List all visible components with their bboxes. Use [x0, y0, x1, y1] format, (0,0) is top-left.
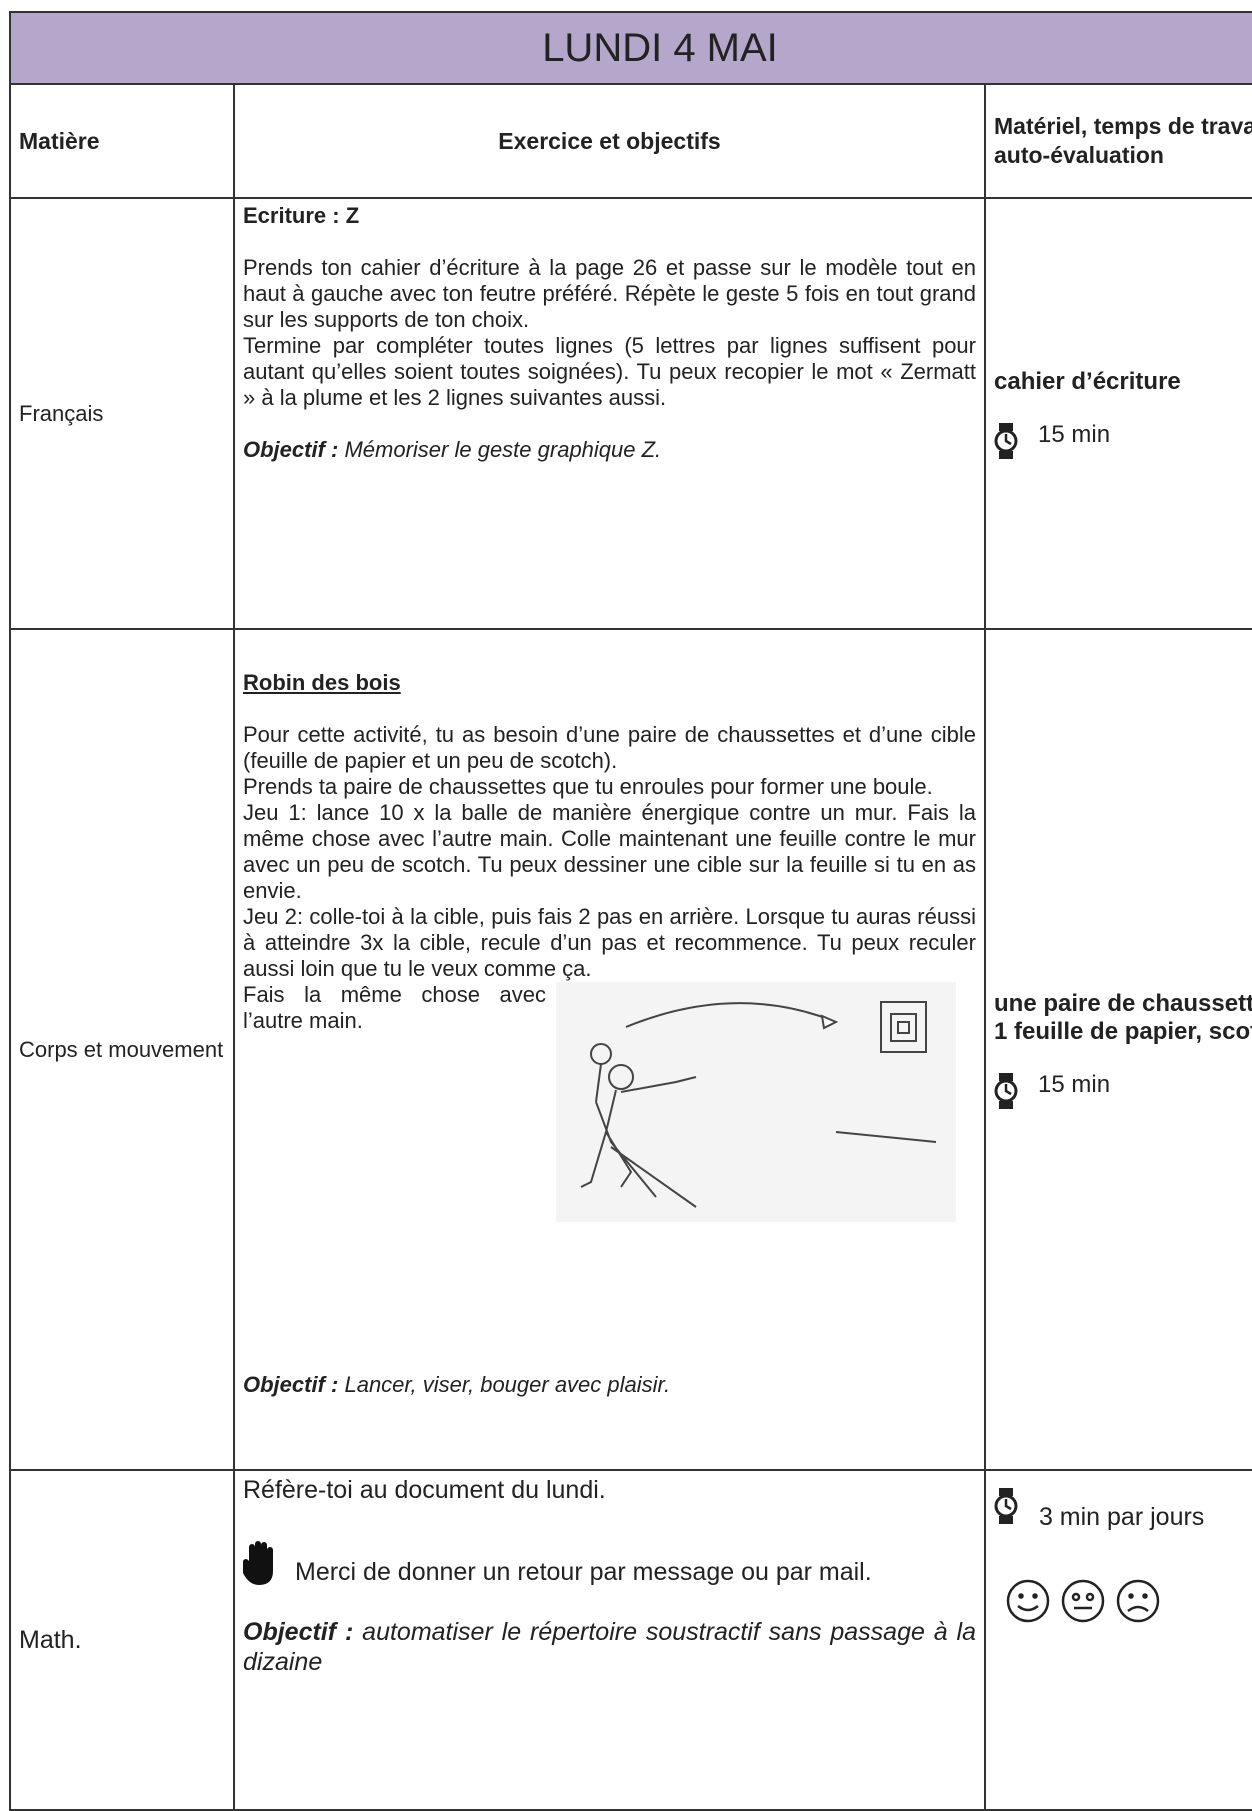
- exercise: Ecriture : Z Prends ton cahier d’écritur…: [233, 197, 986, 630]
- watch-icon: [994, 422, 1018, 459]
- day-title: LUNDI 4 MAI: [9, 11, 1252, 85]
- time: 15 min: [1038, 420, 1111, 448]
- material-cell: cahier d’écriture 15 min: [984, 197, 1252, 630]
- objective: automatiser le répertoire soustractif sa…: [243, 1618, 977, 1676]
- material: cahier d’écriture: [994, 367, 1181, 395]
- watch-icon: [994, 1072, 1018, 1109]
- objective-label: Objectif :: [243, 1618, 354, 1646]
- paragraph: Prends ta paire de chaussettes que tu en…: [243, 774, 933, 799]
- time: 15 min: [1038, 1070, 1111, 1098]
- paragraph: Réfère-toi au document du lundi.: [243, 1476, 606, 1504]
- material-cell: une paire de chaussettes, 1 feuille de p…: [984, 628, 1252, 1471]
- exercise-title: Robin des bois: [243, 670, 401, 695]
- column-header: Matériel, temps de travail et auto-évalu…: [984, 83, 1252, 199]
- paragraph: Termine par compléter toutes lignes (5 l…: [243, 333, 976, 410]
- hand-icon: [242, 1541, 273, 1585]
- paragraph: Merci de donner un retour par message ou…: [295, 1558, 872, 1586]
- objective: Lancer, viser, bouger avec plaisir.: [344, 1372, 671, 1397]
- paragraph: Fais la même chose avec l’autre main.: [243, 982, 546, 1033]
- exercise-title: Ecriture : Z: [243, 203, 360, 228]
- exercise: Robin des bois Pour cette activité, tu a…: [233, 628, 986, 1471]
- document: LUNDI 4 MAI Matière Exercice et objectif…: [9, 11, 1252, 1811]
- paragraph: Jeu 1: lance 10 x la balle de manière én…: [243, 800, 976, 903]
- paragraph: Prends ton cahier d’écriture à la page 2…: [243, 255, 976, 332]
- exercise: Réfère-toi au document du lundi. Merci d…: [233, 1469, 986, 1811]
- column-header: Matière: [9, 83, 235, 199]
- smiley-icons: [1006, 1579, 1160, 1623]
- material-cell: 3 min par jours: [984, 1469, 1252, 1811]
- material: une paire de chaussettes, 1 feuille de p…: [994, 989, 1252, 1045]
- watch-icon: [994, 1488, 1018, 1524]
- subject: Corps et mouvement: [9, 628, 235, 1471]
- paragraph: Jeu 2: colle-toi à la cible, puis fais 2…: [243, 904, 976, 981]
- objective-label: Objectif :: [243, 1372, 339, 1397]
- objective-label: Objectif :: [243, 437, 339, 462]
- subject: Math.: [9, 1469, 235, 1811]
- schedule-table: LUNDI 4 MAI Matière Exercice et objectif…: [9, 11, 1252, 1811]
- column-header: Exercice et objectifs: [233, 83, 986, 199]
- illustration: [556, 982, 956, 1222]
- paragraph: Pour cette activité, tu as besoin d’une …: [243, 722, 976, 773]
- time: 3 min par jours: [1038, 1503, 1205, 1531]
- subject: Français: [9, 197, 235, 630]
- objective: Mémoriser le geste graphique Z.: [344, 437, 662, 462]
